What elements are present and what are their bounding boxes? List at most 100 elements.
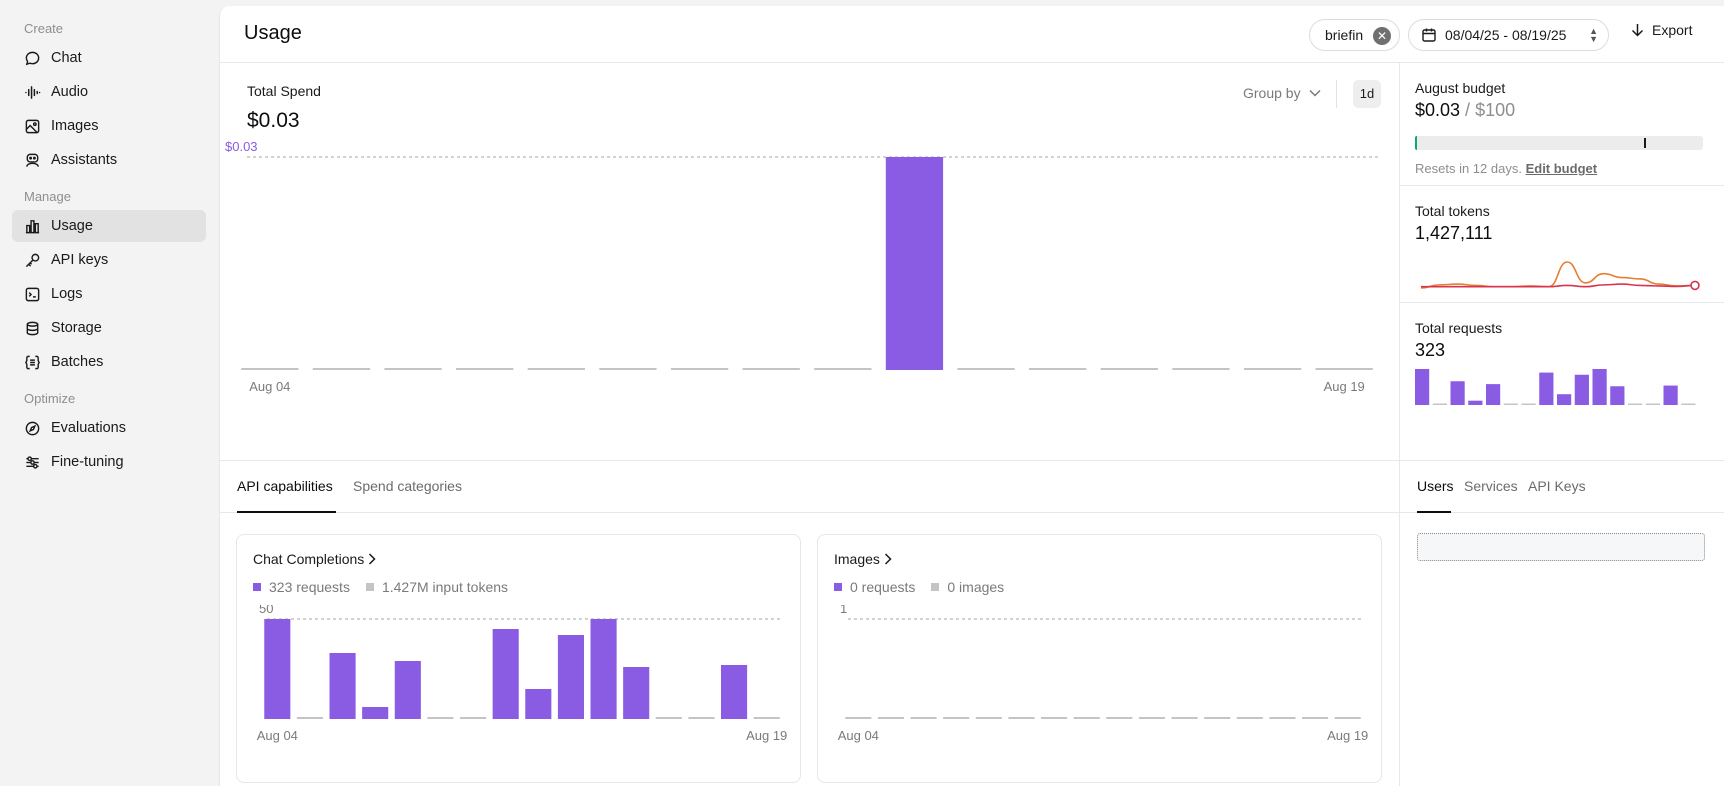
sidebar-item-images[interactable]: Images [12,110,206,142]
total-spend-value: $0.03 [247,109,300,132]
active-tab-underline [237,511,336,513]
empty-bar [527,368,585,370]
batches-icon [25,355,40,369]
spend-bar-chart: $0.03 Aug 04 Aug 19 [225,139,1380,394]
chart-legend: 0 requests 0 images [834,579,1020,595]
edit-budget-link[interactable]: Edit budget [1525,161,1598,176]
sidebar-item-chat[interactable]: Chat [12,42,206,74]
x-tick-label: Aug 04 [838,728,879,743]
summary-panel: August budget $0.03 / $100 Resets in 12 … [1399,63,1724,786]
tab-api-keys[interactable]: API Keys [1528,478,1586,494]
calendar-icon [1422,28,1436,42]
sidebar-item-storage[interactable]: Storage [12,312,206,344]
token-series-line [1420,261,1696,289]
sidebar-item-label: Logs [51,286,83,302]
empty-bar [1029,368,1087,370]
total-requests-label: Total requests [1415,320,1503,336]
budget-progress-fill [1415,136,1417,150]
sidebar-item-label: API keys [51,252,109,268]
total-tokens-block: Total tokens 1,427,111 [1400,186,1724,303]
audio-wave-icon [25,85,41,99]
tab-spend-categories[interactable]: Spend categories [353,478,462,494]
empty-bar [1100,368,1158,370]
legend-item-requests: 0 requests [834,579,915,595]
request-bar [1610,386,1625,405]
project-filter-chip[interactable]: briefin ✕ [1309,19,1400,51]
empty-request-bar [1503,403,1518,405]
empty-request-bar [1628,403,1643,405]
budget-value: $0.03 / $100 [1415,100,1515,121]
empty-bar [599,368,657,370]
request-bar [1663,385,1678,405]
sidebar-item-label: Usage [51,218,93,234]
sidebar-item-usage[interactable]: Usage [12,210,206,242]
token-series-line [1421,283,1696,288]
images-link[interactable]: Images [834,551,892,567]
export-button[interactable]: Export [1631,22,1692,38]
empty-bar [957,368,1015,370]
request-bar [1486,384,1501,405]
sidebar-item-batches[interactable]: Batches [12,346,206,378]
sidebar-section-manage: Manage [24,189,71,204]
reference-label: 1 [840,605,847,616]
sidebar-item-logs[interactable]: Logs [12,278,206,310]
empty-bar [1315,368,1373,370]
budget-threshold-marker [1644,138,1647,148]
database-icon [26,321,39,335]
image-icon [25,119,40,133]
date-range-picker[interactable]: 08/04/25 - 08/19/25 ▲ ▼ [1408,19,1609,51]
total-spend-label: Total Spend [247,83,321,99]
reference-label: 50 [259,605,273,616]
empty-bar [670,368,729,370]
legend-label: 323 requests [269,579,350,595]
legend-item-images: 0 images [931,579,1004,595]
compass-icon [25,421,40,435]
legend-label: 1.427M input tokens [381,579,509,595]
data-bar [557,635,584,719]
legend-swatch [253,583,261,591]
requests-mini-bar-chart [1415,369,1696,405]
reference-label: $0.03 [225,139,258,154]
total-requests-block: Total requests 323 [1400,303,1724,460]
chart-legend: 323 requests 1.427M input tokens [253,579,524,595]
sidebar-item-evaluations[interactable]: Evaluations [12,412,206,444]
group-by-dropdown[interactable]: Group by [1243,85,1321,101]
data-bar [721,665,748,719]
sidebar-item-fine-tuning[interactable]: Fine-tuning [12,446,206,478]
empty-bar [1334,717,1361,719]
empty-bar [814,368,872,370]
empty-bar [460,717,487,719]
chat-completions-card: Chat Completions 323 requests 1.427M inp… [236,534,801,783]
sidebar-item-api-keys[interactable]: API keys [12,244,206,276]
empty-bar [384,368,442,370]
empty-bar [1236,717,1263,719]
clear-filter-icon[interactable]: ✕ [1373,27,1391,45]
tab-api-capabilities[interactable]: API capabilities [237,478,333,494]
empty-bar [427,717,454,719]
tab-services[interactable]: Services [1464,478,1518,494]
empty-bar [742,368,800,370]
empty-bar [1171,717,1198,719]
top-bar: Usage briefin ✕ 08/04/25 - 08/19/25 ▲ ▼ E… [220,6,1724,63]
interval-toggle-1d[interactable]: 1d [1353,80,1381,108]
page-title: Usage [244,22,302,44]
request-bar [1468,400,1483,405]
data-bar [264,619,291,719]
request-bar [1557,394,1572,405]
empty-bar [1204,717,1231,719]
tab-users[interactable]: Users [1417,478,1454,494]
data-bar [492,629,519,719]
budget-reset-note: Resets in 12 days. Edit budget [1415,161,1597,176]
legend-swatch [834,583,842,591]
active-tab-underline [1417,511,1451,513]
sidebar-item-assistants[interactable]: Assistants [12,144,206,176]
sidebar-item-label: Chat [51,50,82,66]
x-tick-label: Aug 19 [746,728,787,743]
sidebar-item-audio[interactable]: Audio [12,76,206,108]
empty-bar [845,717,872,719]
chat-completions-link[interactable]: Chat Completions [253,551,376,567]
empty-bar [1041,717,1068,719]
tokens-sparkline [1420,261,1700,291]
terminal-icon [25,287,40,301]
